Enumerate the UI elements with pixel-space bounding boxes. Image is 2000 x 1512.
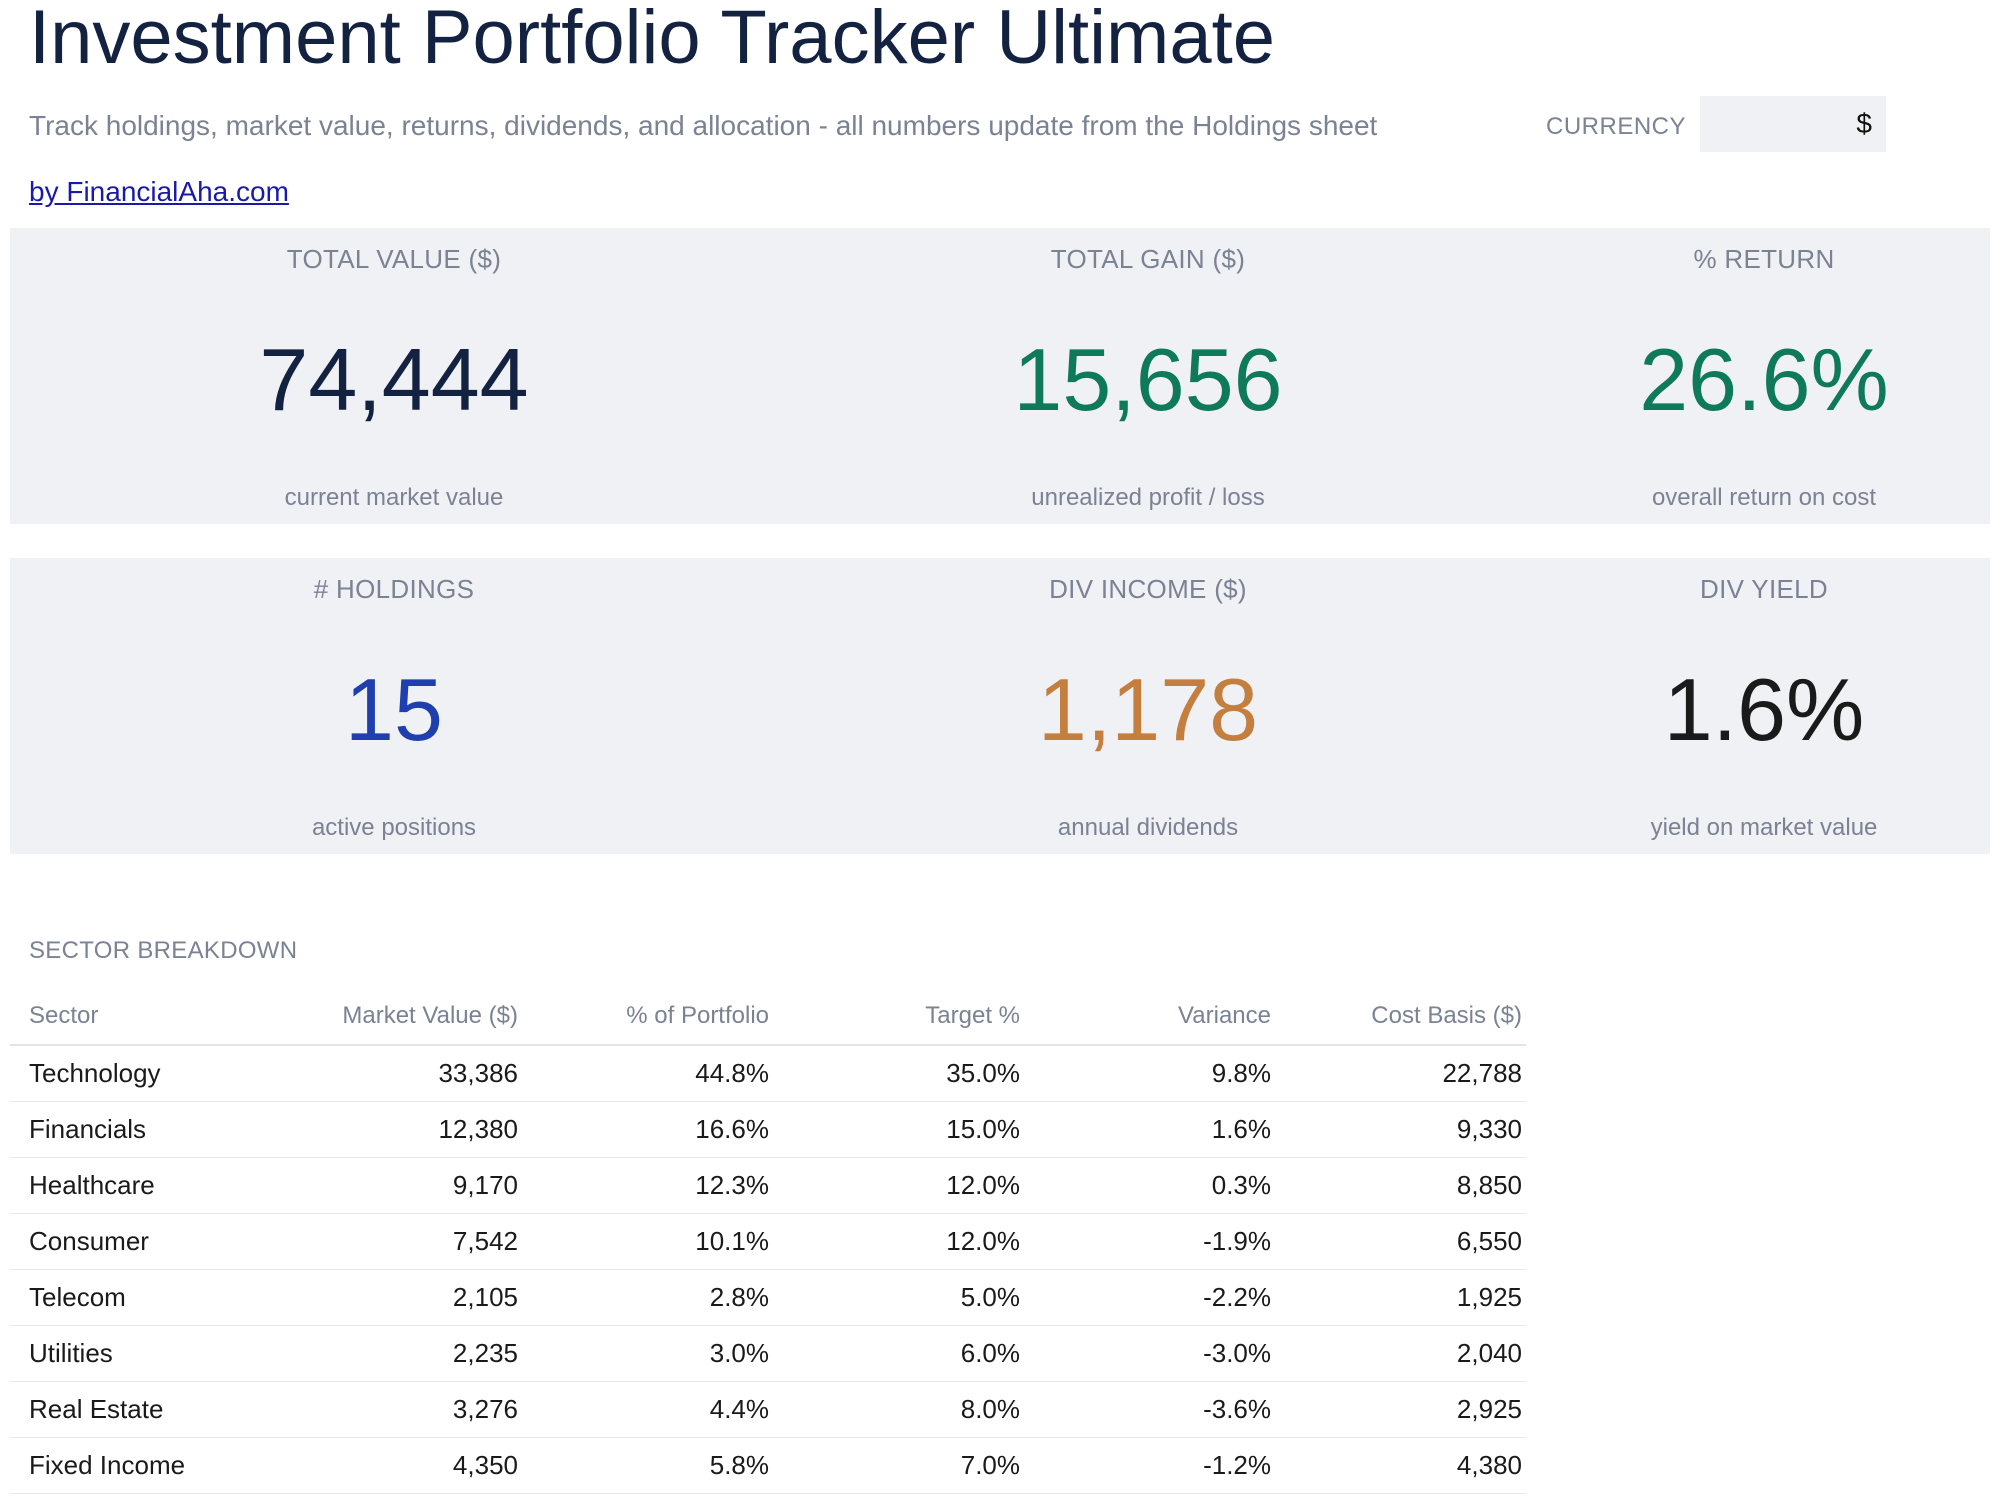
cell-target-pct: 5.0% xyxy=(773,1269,1024,1326)
kpi-value: 1.6% xyxy=(1663,660,1865,759)
cell-sector: Fixed Income xyxy=(10,1437,260,1494)
cell-market-value: 9,170 xyxy=(260,1157,522,1214)
kpi-value: 74,444 xyxy=(259,330,529,429)
cell-pct-portfolio: 44.8% xyxy=(522,1045,773,1102)
cell-cost-basis: 6,550 xyxy=(1275,1213,1526,1270)
currency-label: CURRENCY xyxy=(1546,113,1687,140)
table-row: Real Estate 3,276 4.4% 8.0% -3.6% 2,925 xyxy=(10,1381,1526,1438)
cell-variance: -3.0% xyxy=(1024,1325,1275,1382)
table-row: Utilities 2,235 3.0% 6.0% -3.0% 2,040 xyxy=(10,1325,1526,1382)
kpi-note: unrealized profit / loss xyxy=(1031,484,1265,511)
cell-market-value: 7,542 xyxy=(260,1213,522,1270)
cell-cost-basis: 1,925 xyxy=(1275,1269,1526,1326)
cell-target-pct: 8.0% xyxy=(773,1381,1024,1438)
kpi-card-div-yield: DIV YIELD 1.6% yield on market value xyxy=(1504,558,2000,854)
kpi-row-top: TOTAL VALUE ($) 74,444 current market va… xyxy=(10,228,1990,524)
table-row: Healthcare 9,170 12.3% 12.0% 0.3% 8,850 xyxy=(10,1157,1526,1214)
cell-sector: Real Estate xyxy=(10,1381,260,1438)
cell-target-pct: 12.0% xyxy=(773,1157,1024,1214)
cell-sector: Telecom xyxy=(10,1269,260,1326)
table-row: Technology 33,386 44.8% 35.0% 9.8% 22,788 xyxy=(10,1045,1526,1102)
kpi-label: DIV INCOME ($) xyxy=(1049,574,1247,604)
kpi-note: overall return on cost xyxy=(1651,484,1877,511)
cell-target-pct: 35.0% xyxy=(773,1045,1024,1102)
column-header-market-value: Market Value ($) xyxy=(260,988,522,1046)
cell-sector: Technology xyxy=(10,1045,260,1102)
table-row: Fixed Income 4,350 5.8% 7.0% -1.2% 4,380 xyxy=(10,1437,1526,1494)
cell-cost-basis: 8,850 xyxy=(1275,1157,1526,1214)
kpi-label: DIV YIELD xyxy=(1700,574,1828,604)
kpi-card-total-gain: TOTAL GAIN ($) 15,656 unrealized profit … xyxy=(888,228,1408,524)
kpi-row-bottom: # HOLDINGS 15 active positions DIV INCOM… xyxy=(10,558,1990,854)
kpi-card-return: % RETURN 26.6% overall return on cost xyxy=(1504,228,2000,524)
cell-target-pct: 7.0% xyxy=(773,1437,1024,1494)
cell-pct-portfolio: 5.8% xyxy=(522,1437,773,1494)
cell-pct-portfolio: 4.4% xyxy=(522,1381,773,1438)
column-header-pct-portfolio: % of Portfolio xyxy=(522,988,773,1046)
table-row: Telecom 2,105 2.8% 5.0% -2.2% 1,925 xyxy=(10,1269,1526,1326)
cell-target-pct: 15.0% xyxy=(773,1101,1024,1158)
table-header-row: Sector Market Value ($) % of Portfolio T… xyxy=(10,988,1526,1046)
cell-sector: Consumer xyxy=(10,1213,260,1270)
cell-target-pct: 6.0% xyxy=(773,1325,1024,1382)
cell-market-value: 12,380 xyxy=(260,1101,522,1158)
column-header-target-pct: Target % xyxy=(773,988,1024,1046)
cell-target-pct: 12.0% xyxy=(773,1213,1024,1270)
cell-market-value: 4,350 xyxy=(260,1437,522,1494)
cell-cost-basis: 2,925 xyxy=(1275,1381,1526,1438)
cell-pct-portfolio: 16.6% xyxy=(522,1101,773,1158)
cell-market-value: 2,105 xyxy=(260,1269,522,1326)
table-row: Financials 12,380 16.6% 15.0% 1.6% 9,330 xyxy=(10,1101,1526,1158)
cell-market-value: 3,276 xyxy=(260,1381,522,1438)
page-title: Investment Portfolio Tracker Ultimate xyxy=(29,0,1275,80)
kpi-value: 26.6% xyxy=(1639,330,1889,429)
cell-variance: 9.8% xyxy=(1024,1045,1275,1102)
cell-variance: -1.2% xyxy=(1024,1437,1275,1494)
cell-variance: 0.3% xyxy=(1024,1157,1275,1214)
kpi-card-total-value: TOTAL VALUE ($) 74,444 current market va… xyxy=(134,228,654,524)
cell-variance: 1.6% xyxy=(1024,1101,1275,1158)
kpi-value: 1,178 xyxy=(1037,660,1259,759)
kpi-value: 15,656 xyxy=(1013,330,1283,429)
cell-market-value: 2,235 xyxy=(260,1325,522,1382)
kpi-note: current market value xyxy=(284,484,504,511)
kpi-note: active positions xyxy=(311,814,477,841)
kpi-label: % RETURN xyxy=(1693,244,1835,274)
cell-pct-portfolio: 12.3% xyxy=(522,1157,773,1214)
kpi-label: TOTAL GAIN ($) xyxy=(1050,244,1246,274)
section-title-sector-breakdown: SECTOR BREAKDOWN xyxy=(29,937,298,964)
cell-cost-basis: 4,380 xyxy=(1275,1437,1526,1494)
column-header-variance: Variance xyxy=(1024,988,1275,1046)
currency-input[interactable] xyxy=(1700,96,1886,152)
cell-cost-basis: 2,040 xyxy=(1275,1325,1526,1382)
cell-pct-portfolio: 2.8% xyxy=(522,1269,773,1326)
table-row: Consumer 7,542 10.1% 12.0% -1.9% 6,550 xyxy=(10,1213,1526,1270)
kpi-label: TOTAL VALUE ($) xyxy=(286,244,502,274)
cell-market-value: 33,386 xyxy=(260,1045,522,1102)
cell-sector: Financials xyxy=(10,1101,260,1158)
sector-breakdown-table: Sector Market Value ($) % of Portfolio T… xyxy=(10,988,1526,1494)
cell-cost-basis: 22,788 xyxy=(1275,1045,1526,1102)
kpi-note: annual dividends xyxy=(1057,814,1239,841)
column-header-cost-basis: Cost Basis ($) xyxy=(1275,988,1526,1046)
cell-pct-portfolio: 3.0% xyxy=(522,1325,773,1382)
cell-variance: -2.2% xyxy=(1024,1269,1275,1326)
kpi-label: # HOLDINGS xyxy=(313,574,475,604)
cell-variance: -1.9% xyxy=(1024,1213,1275,1270)
cell-variance: -3.6% xyxy=(1024,1381,1275,1438)
byline-link[interactable]: by FinancialAha.com xyxy=(29,176,289,207)
kpi-value: 15 xyxy=(345,660,443,759)
page-subtitle: Track holdings, market value, returns, d… xyxy=(29,110,1378,141)
cell-sector: Utilities xyxy=(10,1325,260,1382)
cell-pct-portfolio: 10.1% xyxy=(522,1213,773,1270)
kpi-card-holdings: # HOLDINGS 15 active positions xyxy=(134,558,654,854)
cell-cost-basis: 9,330 xyxy=(1275,1101,1526,1158)
kpi-note: yield on market value xyxy=(1650,814,1878,841)
cell-sector: Healthcare xyxy=(10,1157,260,1214)
kpi-card-div-income: DIV INCOME ($) 1,178 annual dividends xyxy=(888,558,1408,854)
column-header-sector: Sector xyxy=(10,988,260,1046)
